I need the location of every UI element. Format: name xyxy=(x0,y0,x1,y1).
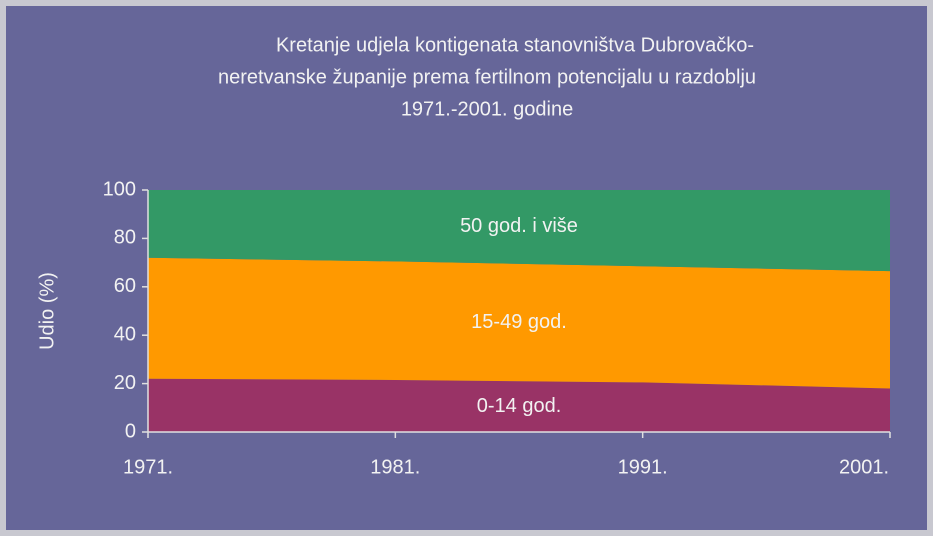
area-label: 0-14 god. xyxy=(477,395,562,417)
y-tick-label: 60 xyxy=(114,275,136,297)
x-tick-label: 1981. xyxy=(370,456,420,478)
x-tick-label: 2001. xyxy=(839,456,889,478)
area-label: 15-49 god. xyxy=(471,311,567,333)
y-tick-label: 0 xyxy=(125,420,136,442)
x-tick-label: 1991. xyxy=(618,456,668,478)
y-tick-label: 100 xyxy=(103,178,136,200)
area xyxy=(148,378,890,432)
chart-title: neretvanske županije prema fertilnom pot… xyxy=(218,66,756,88)
chart-title: Kretanje udjela kontigenata stanovništva… xyxy=(276,34,754,56)
y-axis-label: Udio (%) xyxy=(36,272,58,350)
y-tick-label: 80 xyxy=(114,227,136,249)
area xyxy=(148,190,890,272)
y-tick-label: 40 xyxy=(114,323,136,345)
area xyxy=(148,257,890,389)
x-tick-label: 1971. xyxy=(123,456,173,478)
chart-title: 1971.-2001. godine xyxy=(401,98,573,120)
y-tick-label: 20 xyxy=(114,372,136,394)
area-label: 50 god. i više xyxy=(460,215,578,237)
